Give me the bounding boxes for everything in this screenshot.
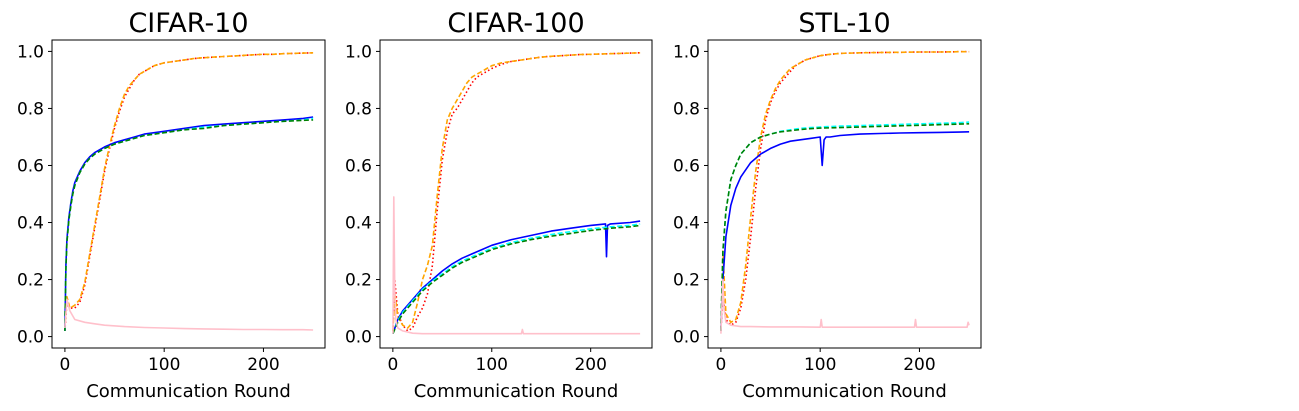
axes-frame xyxy=(707,39,982,349)
series-line-1 xyxy=(720,50,970,331)
x-tick-label: 0 xyxy=(715,355,726,375)
series-line-3 xyxy=(392,220,641,334)
series-line-6 xyxy=(64,298,314,331)
y-tick-label: 0.0 xyxy=(345,328,372,348)
y-tick-label: 0.0 xyxy=(673,328,700,348)
x-axis-label: Communication Round xyxy=(86,381,291,402)
x-tick-label: 100 xyxy=(148,355,180,375)
axes-frame xyxy=(51,39,326,349)
chart-panel-3: 0 100 200 0.0 0.2 0.4 0.6 0.8 1.0 STL-10 Communica… xyxy=(673,8,982,402)
x-tick-label: 100 xyxy=(476,355,508,375)
series-line-2 xyxy=(64,52,314,329)
y-tick-label: 0.2 xyxy=(17,271,44,291)
chart-title: STL-10 xyxy=(798,8,890,39)
chart-panel-1: 0 100 200 0.0 0.2 0.4 0.6 0.8 1.0 CIFAR-10 Communi… xyxy=(17,8,326,402)
y-tick-label: 1.0 xyxy=(345,42,372,62)
y-tick-label: 0.8 xyxy=(673,99,700,119)
y-tick-label: 1.0 xyxy=(17,42,44,62)
y-tick-label: 0.6 xyxy=(17,156,44,176)
chart-title: CIFAR-10 xyxy=(128,8,248,39)
series-line-5 xyxy=(64,119,314,331)
series-line-2 xyxy=(392,52,641,331)
axes-frame xyxy=(379,39,653,349)
y-tick-label: 0.2 xyxy=(345,271,372,291)
y-tick-label: 0.8 xyxy=(345,99,372,119)
series-line-6 xyxy=(720,278,970,334)
series-group xyxy=(720,50,970,334)
series-line-5 xyxy=(392,224,641,335)
x-axis-label: Communication Round xyxy=(414,381,619,402)
y-tick-label: 0.6 xyxy=(345,156,372,176)
series-group xyxy=(392,52,641,335)
series-line-6 xyxy=(392,196,641,335)
series-line-4 xyxy=(392,223,641,334)
y-tick-label: 0.6 xyxy=(673,156,700,176)
series-line-3 xyxy=(720,131,970,331)
y-tick-label: 0.4 xyxy=(673,214,700,234)
x-tick-label: 100 xyxy=(804,355,836,375)
x-tick-label: 0 xyxy=(387,355,398,375)
series-line-2 xyxy=(720,50,970,331)
series-line-5 xyxy=(720,123,970,331)
y-tick-label: 0.0 xyxy=(17,328,44,348)
chart-panel-2: 0 100 200 0.0 0.2 0.4 0.6 0.8 1.0 CIFAR-100 Commun… xyxy=(345,8,653,402)
x-tick-label: 200 xyxy=(574,355,606,375)
y-tick-label: 1.0 xyxy=(673,42,700,62)
x-axis-label: Communication Round xyxy=(742,381,947,402)
y-tick-label: 0.4 xyxy=(345,214,372,234)
series-group xyxy=(64,52,314,331)
x-tick-label: 0 xyxy=(59,355,70,375)
x-tick-label: 200 xyxy=(247,355,279,375)
y-tick-label: 0.2 xyxy=(673,271,700,291)
y-tick-label: 0.4 xyxy=(17,214,44,234)
chart-title: CIFAR-100 xyxy=(447,8,584,39)
y-tick-label: 0.8 xyxy=(17,99,44,119)
x-tick-label: 200 xyxy=(903,355,935,375)
